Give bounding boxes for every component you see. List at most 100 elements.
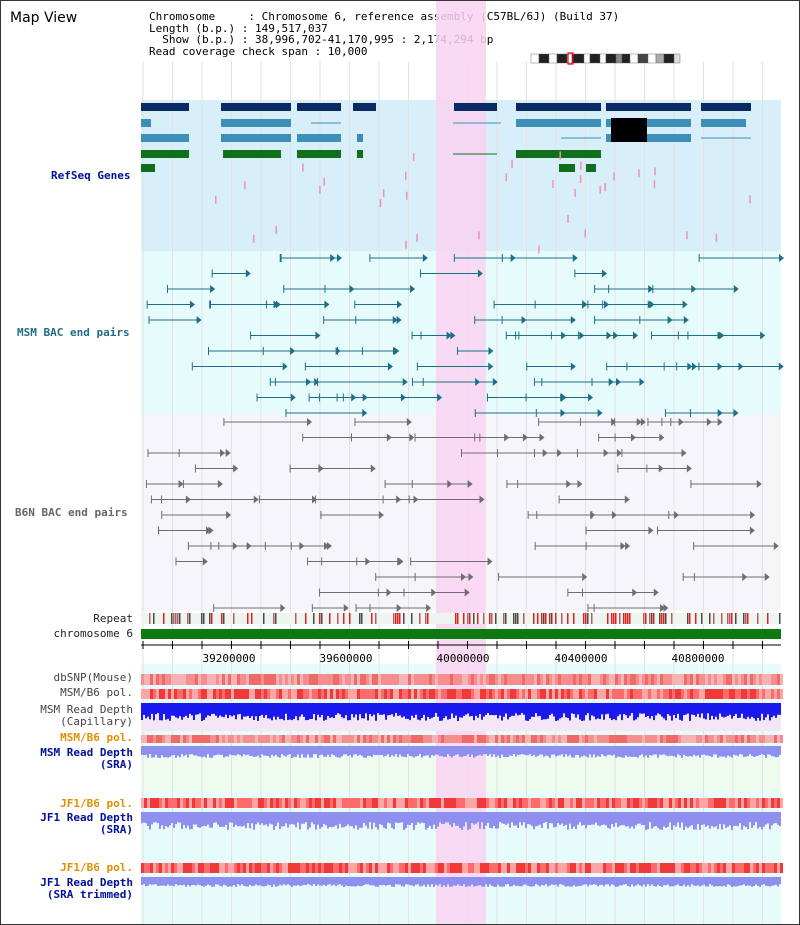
depth-bar <box>659 703 661 715</box>
depth-bar <box>473 877 475 887</box>
heat-cell <box>255 689 258 699</box>
heat-cell <box>717 863 720 873</box>
heat-cell <box>774 798 777 808</box>
heat-cell <box>429 798 432 808</box>
heat-cell <box>378 798 381 808</box>
depth-bar <box>215 746 217 756</box>
b6n-bac-end <box>620 542 626 550</box>
depth-bar <box>587 746 589 758</box>
depth-bar <box>247 812 249 824</box>
heat-cell <box>345 735 348 743</box>
heat-cell <box>174 735 177 743</box>
repeat-mark <box>695 613 697 624</box>
heat-cell <box>600 798 603 808</box>
depth-bar <box>487 746 489 757</box>
heat-cell <box>231 689 234 699</box>
depth-bar <box>641 746 643 755</box>
heat-cell <box>621 735 624 743</box>
depth-bar <box>563 746 565 757</box>
depth-bar <box>185 746 187 755</box>
heat-cell <box>390 674 393 685</box>
heat-cell <box>612 689 615 699</box>
heat-cell <box>312 689 315 699</box>
heat-cell <box>495 798 498 808</box>
heat-cell <box>651 798 654 808</box>
repeat-mark <box>561 613 563 624</box>
refseq-genes-label[interactable]: RefSeq Genes <box>51 169 131 182</box>
repeat-mark <box>523 613 525 624</box>
depth-bar <box>409 746 411 757</box>
repeat-mark <box>337 613 339 624</box>
depth-bar <box>551 877 553 885</box>
heat-cell <box>321 689 324 699</box>
msm-bac-label[interactable]: MSM BAC end pairs <box>17 326 130 339</box>
depth-bar <box>421 703 423 718</box>
depth-bar <box>667 812 669 827</box>
ideogram-band <box>538 53 550 64</box>
depth-bar <box>251 812 253 824</box>
depth-bar <box>491 877 493 887</box>
depth-bar <box>229 812 231 823</box>
depth-bar <box>145 703 147 719</box>
b6n-bac-label[interactable]: B6N BAC end pairs <box>15 506 128 519</box>
depth-bar <box>325 812 327 826</box>
heat-cell <box>645 863 648 873</box>
heat-cell <box>291 798 294 808</box>
heat-cell <box>165 674 168 685</box>
depth-bar <box>249 746 251 756</box>
heat-cell <box>180 674 183 685</box>
repeat-mark <box>203 613 205 624</box>
depth-bar <box>457 877 459 885</box>
heat-cell <box>537 863 540 873</box>
gene-feature <box>253 234 255 243</box>
depth-bar <box>345 812 347 827</box>
msm-depth-capillary-line2: (Capillary) <box>60 715 133 728</box>
heat-cell <box>147 674 150 685</box>
heat-cell <box>198 689 201 699</box>
heat-cell <box>243 735 246 743</box>
depth-bar <box>667 877 669 885</box>
depth-bar <box>759 812 761 827</box>
depth-bar <box>291 812 293 824</box>
repeat-mark <box>455 613 457 624</box>
heat-cell <box>741 863 744 873</box>
depth-bar <box>489 703 491 716</box>
heat-cell <box>156 689 159 699</box>
heat-cell <box>483 735 486 743</box>
depth-bar <box>153 812 155 823</box>
depth-bar <box>473 812 475 825</box>
heat-cell <box>342 798 345 808</box>
depth-bar <box>145 812 147 824</box>
depth-bar <box>679 746 681 756</box>
heat-cell <box>258 863 261 873</box>
repeat-mark <box>687 613 689 624</box>
heat-cell <box>690 863 693 873</box>
repeat-mark <box>611 613 613 624</box>
heat-cell <box>195 689 198 699</box>
b6n-bac-end <box>468 573 474 581</box>
depth-bar <box>679 703 681 720</box>
heat-cell <box>591 798 594 808</box>
heat-cell <box>306 674 309 685</box>
depth-bar <box>321 746 323 755</box>
msm-bac-end <box>717 362 723 371</box>
depth-bar <box>769 812 771 830</box>
depth-bar <box>667 746 669 757</box>
depth-bar <box>631 746 633 758</box>
depth-bar <box>151 703 153 714</box>
heat-cell <box>471 689 474 699</box>
heat-cell <box>435 689 438 699</box>
depth-bar <box>779 703 781 715</box>
depth-bar <box>271 877 273 887</box>
depth-bar <box>573 703 575 715</box>
heat-cell <box>396 798 399 808</box>
heat-cell <box>411 798 414 808</box>
heat-cell <box>603 689 606 699</box>
depth-bar <box>235 812 237 825</box>
depth-bar <box>351 703 353 715</box>
heat-cell <box>474 735 477 743</box>
depth-bar <box>433 812 435 825</box>
depth-bar <box>453 746 455 756</box>
repeat-mark <box>503 613 505 624</box>
